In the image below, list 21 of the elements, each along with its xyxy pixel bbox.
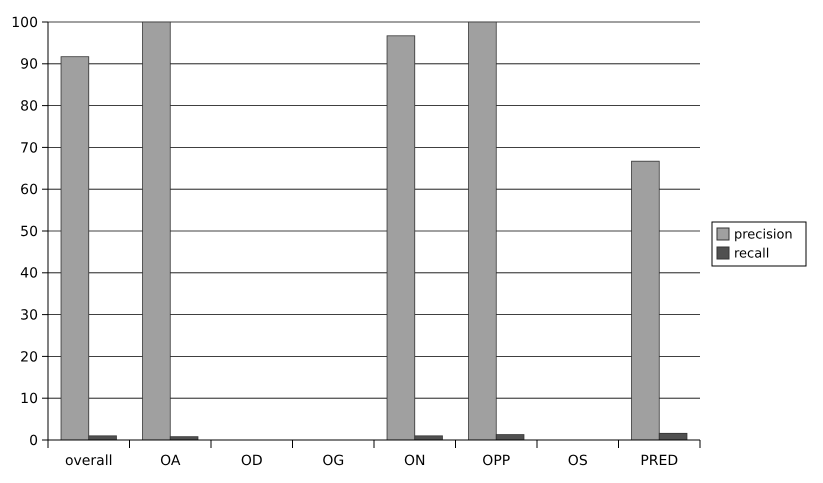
y-tick-label: 100 bbox=[11, 14, 38, 31]
y-tick-label: 70 bbox=[20, 140, 38, 156]
y-tick-label: 20 bbox=[20, 349, 38, 366]
y-tick-label: 10 bbox=[20, 391, 38, 408]
x-tick-label: overall bbox=[64, 453, 113, 469]
x-tick-label: OS bbox=[568, 453, 588, 469]
x-tick-label: OA bbox=[160, 453, 181, 469]
y-tick-label: 0 bbox=[29, 432, 38, 449]
x-tick-label: OD bbox=[240, 453, 263, 469]
x-tick-label: ON bbox=[404, 453, 426, 469]
y-tick-label: 40 bbox=[20, 266, 38, 282]
y-tick-label: 80 bbox=[20, 98, 38, 114]
legend-label: precision bbox=[734, 228, 793, 243]
x-tick-label: OG bbox=[322, 453, 344, 469]
x-tick-label: PRED bbox=[640, 453, 678, 469]
y-tick-label: 30 bbox=[20, 308, 38, 324]
legend-label: recall bbox=[734, 246, 770, 262]
y-tick-label: 90 bbox=[20, 56, 38, 73]
y-tick-label: 60 bbox=[20, 182, 38, 198]
y-tick-label: 50 bbox=[20, 224, 38, 240]
x-tick-label: OPP bbox=[482, 453, 510, 469]
